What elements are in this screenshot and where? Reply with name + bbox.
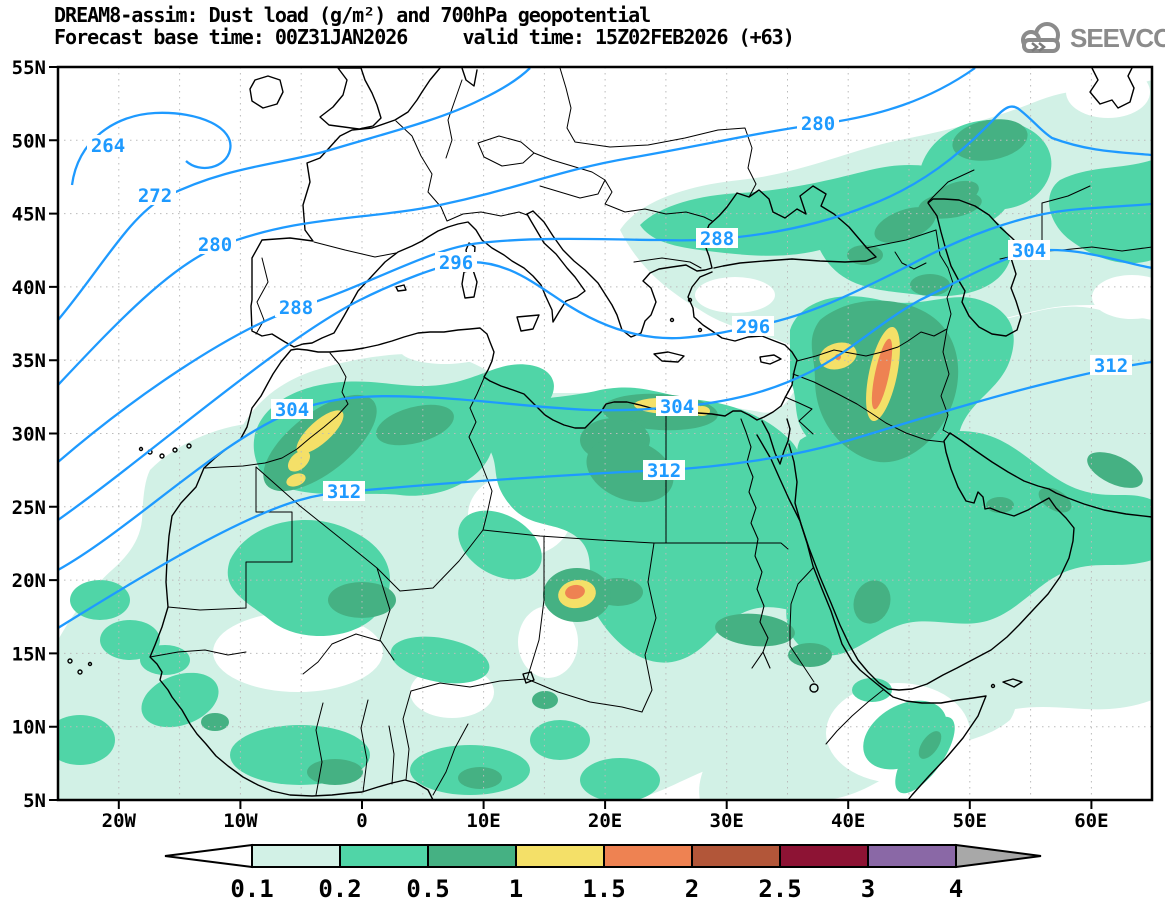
x-tick-label: 20W: [102, 810, 137, 832]
contour-label: 288: [275, 297, 317, 319]
x-tick-label: 60E: [1074, 810, 1108, 832]
y-tick-label: 15N: [12, 643, 46, 665]
contour-label: 304: [656, 396, 698, 418]
y-tick-label: 20N: [12, 570, 46, 592]
contour-label: 312: [1090, 355, 1132, 377]
svg-text:312: 312: [327, 481, 361, 503]
y-axis: 55N 50N 45N 40N 35N 30N 25N 20N 15N 10N …: [12, 57, 46, 812]
svg-text:288: 288: [700, 228, 734, 250]
colorbar-tick-label: 4: [949, 875, 963, 903]
x-tick-label: 30E: [710, 810, 744, 832]
y-tick-label: 40N: [12, 277, 46, 299]
colorbar-segment: [251, 844, 341, 868]
svg-text:304: 304: [660, 396, 694, 418]
logo-text: SEEVCCC: [1070, 22, 1165, 53]
contour-label: 304: [271, 399, 313, 421]
chart-subtitle: Forecast base time: 00Z31JAN2026 valid t…: [54, 25, 795, 49]
contour-label: 280: [797, 113, 839, 135]
contour-label-layer: 264 272 280 280 288 288 296 296 304 304 …: [87, 113, 1132, 503]
y-tick-label: 5N: [23, 790, 46, 812]
colorbar-segment: [603, 844, 693, 868]
x-axis: 20W 10W 0 10E 20E 30E 40E 50E 60E: [102, 810, 1109, 832]
svg-text:304: 304: [1012, 240, 1046, 262]
svg-text:264: 264: [91, 135, 125, 157]
contour-label: 288: [696, 228, 738, 250]
contour-label: 296: [732, 316, 774, 338]
dust-fill-layer: [58, 67, 1152, 800]
colorbar-segment: [779, 844, 869, 868]
colorbar-tick-label: 0.2: [318, 875, 361, 903]
y-tick-label: 30N: [12, 424, 46, 446]
contour-label: 296: [435, 252, 477, 274]
colorbar-segment: [339, 844, 429, 868]
y-tick-label: 55N: [12, 57, 46, 79]
contour-label: 272: [134, 185, 176, 207]
svg-text:288: 288: [279, 297, 313, 319]
x-tick-label: 50E: [953, 810, 987, 832]
colorbar-segment: [867, 844, 957, 868]
colorbar-tick-label: 1: [509, 875, 523, 903]
colorbar-segment: [691, 844, 781, 868]
colorbar-tick-label: 2: [685, 875, 699, 903]
seevccc-logo: SEEVCCC: [1014, 18, 1165, 58]
svg-text:304: 304: [275, 399, 309, 421]
svg-text:280: 280: [801, 113, 835, 135]
contour-label: 312: [323, 481, 365, 503]
svg-text:312: 312: [647, 460, 681, 482]
svg-text:296: 296: [439, 252, 473, 274]
colorbar-over-arrow: [955, 843, 1042, 869]
x-tick-label: 20E: [588, 810, 622, 832]
svg-text:312: 312: [1094, 355, 1128, 377]
colorbar-segment: [427, 844, 517, 868]
colorbar-tick-label: 0.1: [230, 875, 273, 903]
x-tick-label: 10W: [223, 810, 258, 832]
contour-label: 304: [1008, 240, 1050, 262]
chart-title: DREAM8-assim: Dust load (g/m²) and 700hP…: [54, 3, 651, 27]
svg-text:280: 280: [198, 234, 232, 256]
contour-label: 264: [87, 135, 129, 157]
colorbar-segment: [515, 844, 605, 868]
svg-text:272: 272: [138, 185, 172, 207]
colorbar-tick-label: 1.5: [582, 875, 625, 903]
svg-text:296: 296: [736, 316, 770, 338]
y-tick-label: 35N: [12, 350, 46, 372]
colorbar-under-arrow: [164, 843, 253, 869]
x-tick-label: 10E: [466, 810, 500, 832]
y-tick-label: 10N: [12, 717, 46, 739]
colorbar-tick-label: 3: [861, 875, 875, 903]
x-tick-label: 0: [356, 810, 367, 832]
colorbar-tick-label: 2.5: [758, 875, 801, 903]
x-tick-label: 40E: [831, 810, 865, 832]
y-tick-label: 45N: [12, 204, 46, 226]
axis-ticks: [49, 66, 1093, 809]
contour-label: 280: [194, 234, 236, 256]
y-tick-label: 50N: [12, 130, 46, 152]
colorbar: 0.1 0.2 0.5 1 1.5 2 2.5 3 4: [164, 843, 1042, 903]
colorbar-tick-label: 0.5: [406, 875, 449, 903]
cloud-icon: [1021, 22, 1060, 53]
contour-label: 312: [643, 460, 685, 482]
y-tick-label: 25N: [12, 497, 46, 519]
title-block: DREAM8-assim: Dust load (g/m²) and 700hP…: [54, 3, 795, 49]
